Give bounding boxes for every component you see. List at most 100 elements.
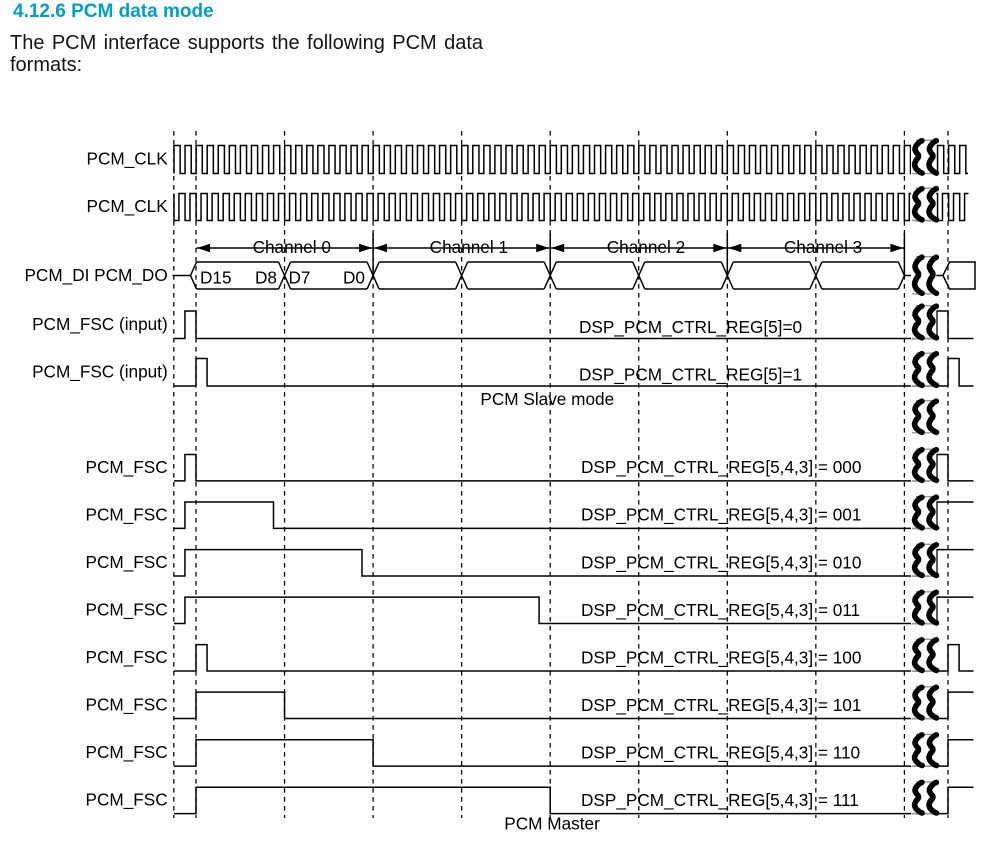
clock-label: PCM_CLK (87, 149, 169, 169)
break-symbol (911, 303, 940, 341)
bus-crossing (809, 261, 823, 290)
break-symbol (911, 137, 940, 176)
bus-cell-label: D7 (289, 268, 311, 288)
fsc-label: PCM_FSC (input) (32, 314, 168, 334)
break-squiggle-stroke (911, 398, 925, 436)
fsc-waveform (174, 643, 974, 672)
fsc-row-9: PCM_FSC DSP_PCM_CTRL_REG[5,4,3] = 111 (86, 786, 974, 815)
diagram-caption: PCM Slave mode (480, 389, 614, 409)
arrowhead-left (374, 243, 388, 253)
fsc-label: PCM_FSC (86, 552, 168, 572)
break-squiggle-stroke (926, 637, 940, 674)
break-symbol (911, 446, 940, 484)
fsc-waveform (174, 786, 974, 815)
break-squiggle-stroke (911, 350, 925, 389)
break-squiggle-stroke (926, 494, 940, 531)
bus-crossing (632, 261, 646, 290)
bus-cell-label: D15 (200, 268, 232, 288)
break-squiggle-stroke (926, 254, 940, 297)
break-symbol (911, 542, 940, 579)
bus-crossing (277, 261, 292, 290)
break-squiggle-stroke (926, 185, 940, 223)
fsc-waveform (174, 596, 974, 625)
break-squiggle-stroke (926, 398, 940, 436)
break-squiggle-stroke (911, 779, 925, 816)
bus-open-taper (189, 261, 198, 276)
fsc-note: DSP_PCM_CTRL_REG[5,4,3] = 010 (581, 552, 861, 572)
break-squiggle-stroke (926, 350, 940, 389)
fsc-row-1: PCM_FSC (input) DSP_PCM_CTRL_REG[5]=1 (32, 357, 974, 387)
clock-row-1: PCM_CLK (87, 192, 969, 222)
break-symbol (911, 254, 940, 297)
fsc-label: PCM_FSC (86, 457, 168, 477)
fsc-note: DSP_PCM_CTRL_REG[5,4,3] = 100 (581, 647, 861, 667)
fsc-note: DSP_PCM_CTRL_REG[5,4,3] = 000 (581, 457, 861, 477)
fsc-label: PCM_FSC (86, 790, 168, 810)
fsc-note: DSP_PCM_CTRL_REG[5,4,3] = 011 (581, 600, 860, 620)
fsc-note: DSP_PCM_CTRL_REG[5,4,3] = 001 (581, 505, 861, 525)
break-squiggle-stroke (926, 137, 940, 176)
clock-waveform (173, 192, 969, 222)
break-squiggle-stroke (911, 137, 925, 176)
channel-row: Channel 0 Channel 1 Channel 2 Channel 3 (196, 233, 906, 277)
channel-label: Channel 2 (607, 237, 685, 257)
fsc-waveform (174, 501, 974, 530)
arrowhead-left (728, 243, 742, 253)
fsc-label: PCM_FSC (86, 505, 168, 525)
break-squiggle-stroke (926, 732, 940, 769)
bus-crossing (366, 261, 380, 290)
break-squiggle-stroke (911, 446, 925, 484)
arrowhead-right (713, 243, 727, 253)
break-symbol (911, 185, 940, 223)
fsc-row-3: PCM_FSC DSP_PCM_CTRL_REG[5,4,3] = 001 (86, 501, 974, 530)
channel-label: Channel 1 (430, 237, 508, 257)
diagram-caption: PCM Master (504, 813, 600, 833)
break-squiggle-stroke (911, 303, 925, 341)
fsc-note: DSP_PCM_CTRL_REG[5]=1 (579, 364, 802, 384)
arrowhead-right (359, 243, 373, 253)
fsc-row-5: PCM_FSC DSP_PCM_CTRL_REG[5,4,3] = 011 (86, 596, 974, 625)
bus-crossing (454, 261, 469, 290)
break-squiggle-stroke (926, 589, 940, 626)
fsc-waveform (174, 548, 974, 577)
bus-resume-segment (942, 261, 976, 290)
fsc-row-2: PCM_FSC DSP_PCM_CTRL_REG[5,4,3] = 000 (86, 453, 974, 482)
clock-label: PCM_CLK (87, 196, 169, 216)
fsc-waveform (174, 357, 974, 387)
fsc-row-0: PCM_FSC (input) DSP_PCM_CTRL_REG[5]=0 (32, 310, 974, 340)
fsc-note: DSP_PCM_CTRL_REG[5,4,3] = 101 (581, 695, 861, 715)
break-symbol (911, 684, 940, 721)
break-symbol (911, 589, 940, 626)
break-squiggle-stroke (911, 684, 925, 721)
break-squiggle-stroke (926, 542, 940, 579)
arrowhead-left (197, 243, 210, 253)
break-squiggle-stroke (911, 185, 925, 223)
body-paragraph: The PCM interface supports the following… (10, 32, 483, 76)
break-squiggle-stroke (911, 589, 925, 626)
fsc-note: DSP_PCM_CTRL_REG[5,4,3] = 110 (581, 742, 860, 762)
break-symbol (911, 779, 940, 816)
arrowhead-left (551, 243, 565, 253)
break-symbol (911, 350, 940, 389)
bus-label: PCM_DI PCM_DO (24, 265, 167, 285)
break-symbol (911, 637, 940, 674)
break-squiggle-stroke (926, 779, 940, 816)
break-symbol (911, 398, 940, 436)
fsc-label: PCM_FSC (86, 647, 168, 667)
break-squiggle-stroke (911, 732, 925, 769)
bus-crossing (720, 261, 734, 290)
fsc-waveform (174, 738, 974, 767)
fsc-label: PCM_FSC (86, 742, 168, 762)
break-squiggle-stroke (911, 254, 925, 297)
break-squiggle-stroke (926, 446, 940, 484)
fsc-label: PCM_FSC (86, 600, 168, 620)
fsc-waveform (174, 691, 974, 720)
bus-close-taper (897, 275, 906, 290)
break-symbol (911, 732, 940, 769)
arrowhead-right (536, 243, 550, 253)
bus-row: PCM_DI PCM_DO D15 D8 D7 D0 (24, 261, 976, 290)
bus-crossing (543, 261, 557, 290)
fsc-note: DSP_PCM_CTRL_REG[5]=0 (579, 317, 802, 337)
